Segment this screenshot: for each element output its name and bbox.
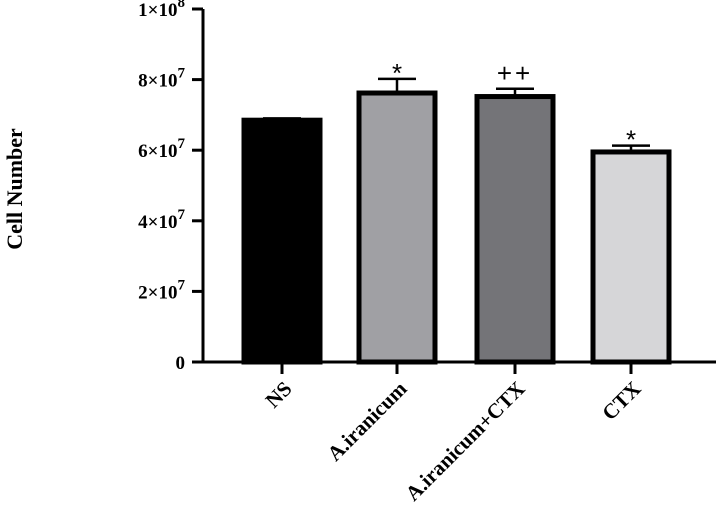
significance-annotation: ++ <box>497 58 533 88</box>
significance-annotations: * ++ * <box>392 58 636 155</box>
bar-a-iranicum <box>356 90 438 365</box>
y-tick-label: 2×107 <box>138 277 185 303</box>
y-axis-label: Cell Number <box>2 128 27 250</box>
y-axis-label-group: Cell Number <box>2 128 27 250</box>
error-bars <box>263 77 650 152</box>
y-tick-label: 4×107 <box>138 207 185 233</box>
bar-a-iranicum-ctx <box>474 94 556 365</box>
category-label: CTX <box>597 377 645 425</box>
bars <box>241 90 672 365</box>
category-label: A.iranicum <box>322 376 412 466</box>
significance-annotation: * <box>392 58 402 88</box>
significance-annotation: * <box>626 125 636 155</box>
y-tick-label: 1×108 <box>138 0 185 21</box>
bar-ctx <box>590 149 672 365</box>
category-label: NS <box>261 377 297 413</box>
bar-ns <box>241 117 323 365</box>
category-label: A.iranicum+CTX <box>401 377 530 506</box>
y-tick-label: 6×107 <box>138 136 185 162</box>
y-axis: 0 2×107 4×107 6×107 8×107 1×108 <box>138 0 205 374</box>
y-tick-label: 0 <box>176 353 186 374</box>
y-tick-label: 8×107 <box>138 66 185 92</box>
